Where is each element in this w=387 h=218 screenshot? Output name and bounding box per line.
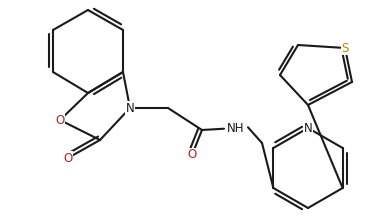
- Text: O: O: [63, 152, 73, 165]
- Text: N: N: [126, 102, 134, 114]
- Text: O: O: [187, 148, 197, 162]
- Text: N: N: [304, 121, 312, 135]
- Text: NH: NH: [227, 121, 245, 135]
- Text: S: S: [341, 41, 349, 54]
- Text: O: O: [55, 114, 65, 126]
